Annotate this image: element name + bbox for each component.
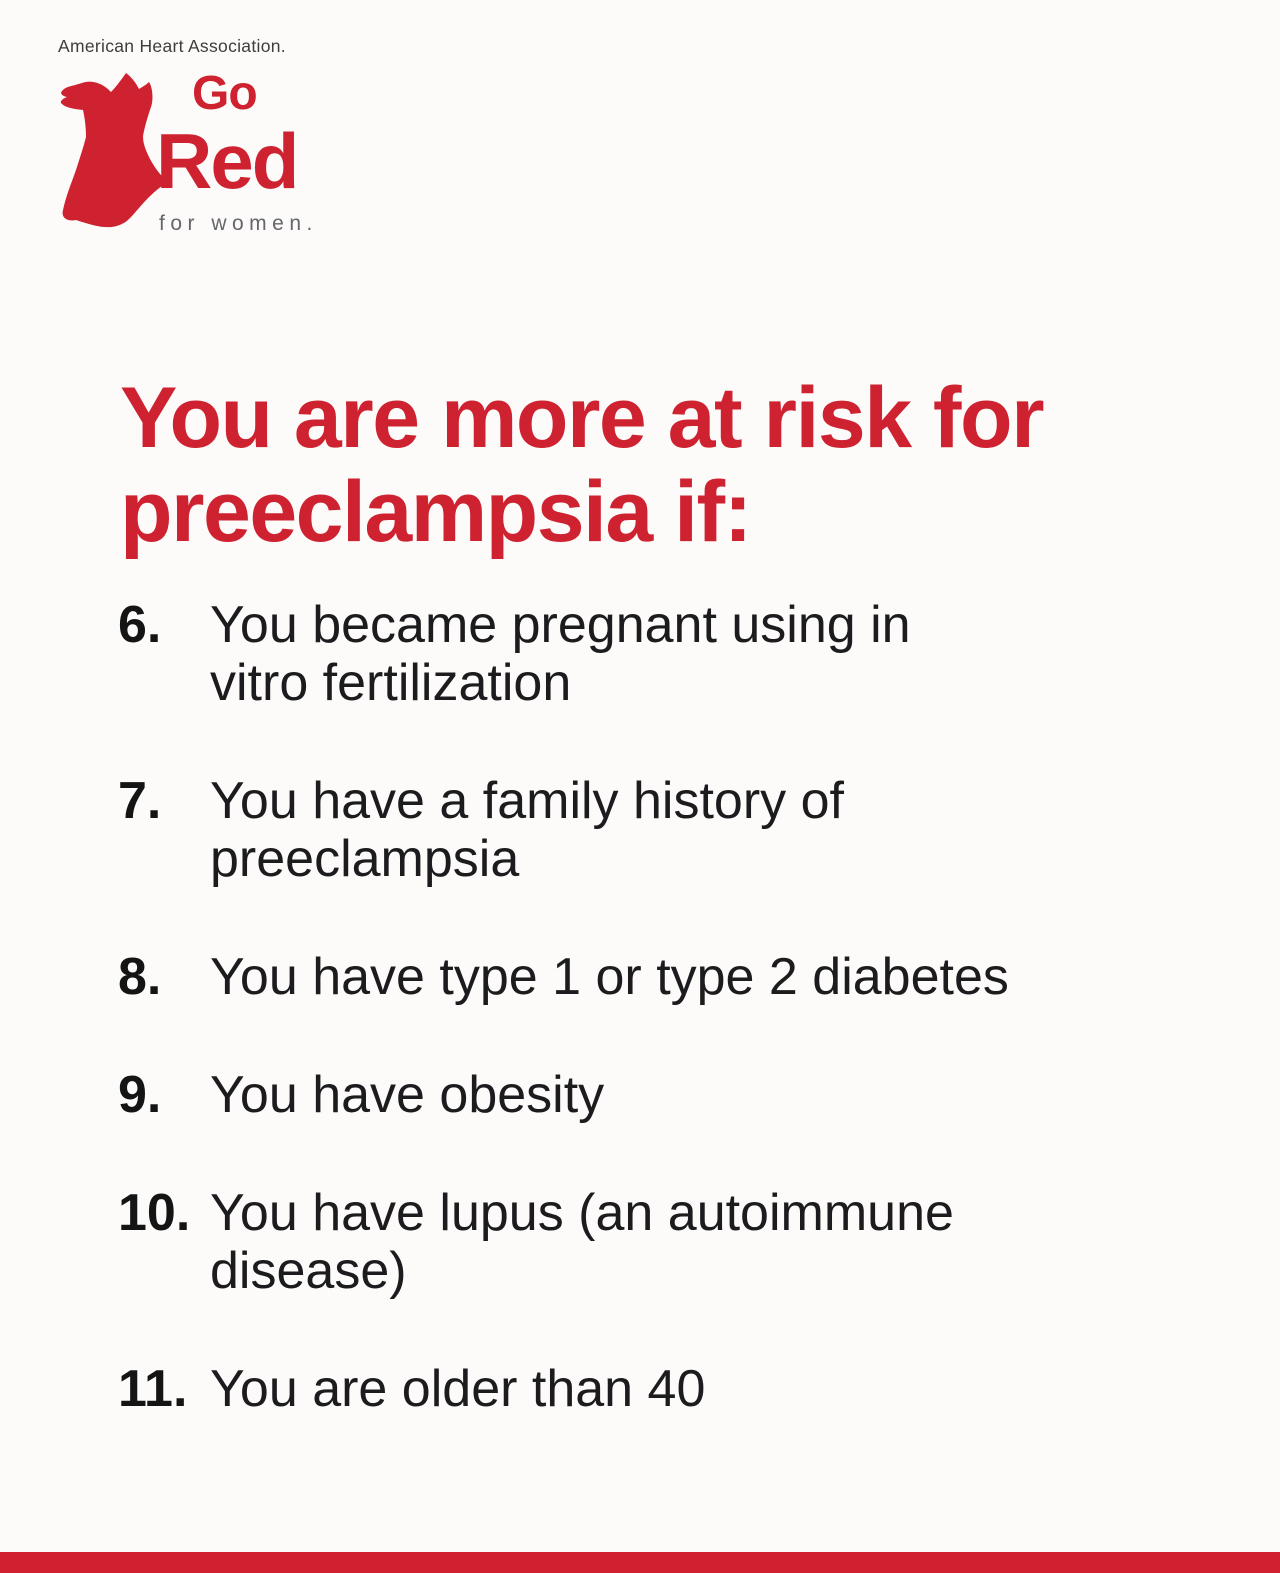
item-number: 11. <box>118 1360 188 1418</box>
list-item: 11. You are older than 40 <box>118 1360 1020 1418</box>
list-item: 9. You have obesity <box>118 1066 1020 1124</box>
logo-text-red: Red <box>156 117 299 205</box>
risk-factor-list: 6. You became pregnant using in vitro fe… <box>118 596 1020 1478</box>
logo-tagline: for women. <box>159 212 318 235</box>
item-number: 9. <box>118 1066 162 1124</box>
item-number: 7. <box>118 772 162 830</box>
item-number: 8. <box>118 948 162 1006</box>
page-title: You are more at risk for preeclampsia if… <box>120 370 1045 560</box>
page-title-line2: preeclampsia if: <box>120 463 752 560</box>
page-title-line1: You are more at risk for <box>120 370 1045 466</box>
item-text: You have type 1 or type 2 diabetes <box>210 948 1009 1006</box>
item-text: You have obesity <box>210 1066 605 1124</box>
item-text: You have lupus (an autoimmune disease) <box>210 1184 954 1300</box>
item-text: You became pregnant using in vitro ferti… <box>210 596 911 712</box>
red-dress-icon <box>60 73 168 228</box>
organization-name: American Heart Association. <box>58 36 286 56</box>
list-item: 6. You became pregnant using in vitro fe… <box>118 596 1020 712</box>
list-item: 10. You have lupus (an autoimmune diseas… <box>118 1184 1020 1300</box>
item-text: You have a family history of preeclampsi… <box>210 772 844 888</box>
item-number: 10. <box>118 1184 191 1242</box>
item-number: 6. <box>118 596 162 654</box>
footer-accent-bar <box>0 1552 1280 1573</box>
list-item: 7. You have a family history of preeclam… <box>118 772 1020 888</box>
logo-text-go: Go <box>192 67 258 120</box>
list-item: 8. You have type 1 or type 2 diabetes <box>118 948 1020 1006</box>
item-text: You are older than 40 <box>210 1360 706 1418</box>
